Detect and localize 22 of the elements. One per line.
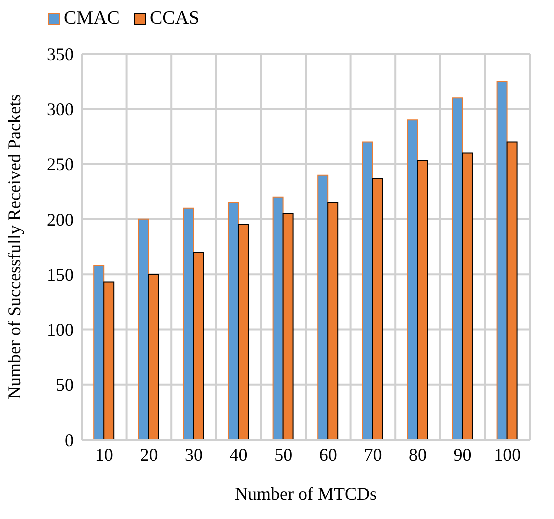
x-tick-label: 30 (185, 444, 203, 465)
y-tick-label: 350 (47, 44, 74, 64)
y-tick-label: 50 (56, 375, 74, 396)
y-tick-label: 300 (47, 100, 74, 120)
x-axis-title: Number of MTCDs (235, 484, 377, 504)
y-tick-label: 250 (47, 154, 74, 175)
y-tick-label: 200 (47, 210, 74, 230)
legend-label: CCAS (150, 8, 200, 30)
legend-label: CMAC (64, 8, 120, 30)
x-tick-label: 100 (494, 444, 522, 465)
x-tick-label: 10 (95, 444, 114, 465)
x-tick-label: 60 (319, 444, 338, 465)
x-tick-label: 80 (409, 444, 427, 465)
x-tick-label: 70 (364, 444, 382, 465)
x-tick-label: 90 (454, 444, 472, 465)
y-tick-label: 0 (65, 430, 74, 450)
y-tick-label: 150 (47, 264, 74, 285)
x-tick-label: 50 (274, 444, 293, 465)
y-axis-title: Number of Successfully Received Packets (4, 94, 24, 400)
x-tick-label: 40 (230, 444, 248, 465)
x-tick-label: 20 (140, 444, 158, 465)
y-tick-label: 100 (47, 320, 74, 340)
